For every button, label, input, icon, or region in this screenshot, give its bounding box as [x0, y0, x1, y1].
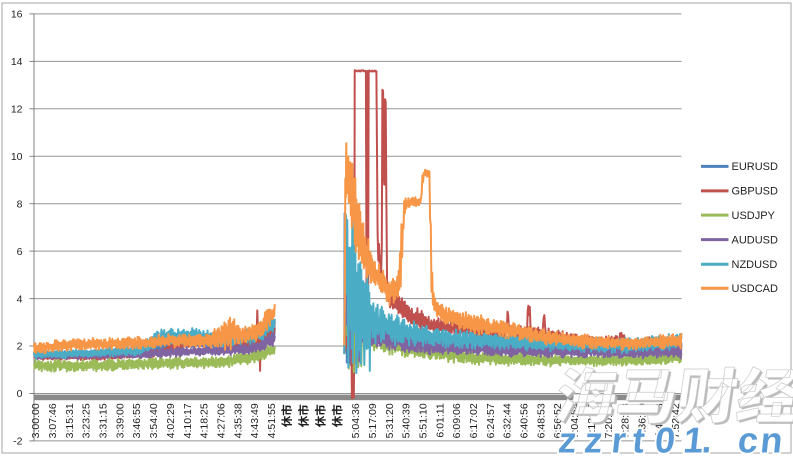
svg-text:6:09:06: 6:09:06: [451, 403, 463, 438]
svg-text:4:10:17: 4:10:17: [182, 403, 194, 438]
svg-text:5:31:20: 5:31:20: [384, 403, 396, 438]
svg-text:4: 4: [17, 293, 23, 305]
svg-text:8: 8: [17, 198, 23, 210]
svg-text:3:00:00: 3:00:00: [30, 403, 42, 438]
svg-text:6:24:57: 6:24:57: [485, 403, 497, 438]
svg-text:14: 14: [11, 56, 23, 68]
svg-text:6:40:56: 6:40:56: [519, 403, 531, 438]
svg-text:USDJPY: USDJPY: [732, 210, 776, 222]
svg-text:r: r: [610, 420, 628, 457]
svg-text:n: n: [759, 420, 785, 457]
svg-text:GBPUSD: GBPUSD: [732, 186, 779, 198]
svg-text:3:54:40: 3:54:40: [148, 403, 160, 438]
svg-text:6:32:44: 6:32:44: [502, 403, 514, 438]
svg-text:3:07:46: 3:07:46: [47, 403, 59, 438]
svg-text:z: z: [557, 420, 579, 457]
svg-text:6:48:53: 6:48:53: [535, 403, 547, 438]
svg-text:-2: -2: [13, 436, 22, 448]
svg-text:AUDUSD: AUDUSD: [732, 234, 779, 246]
svg-text:12: 12: [11, 104, 23, 116]
svg-text:4:02:29: 4:02:29: [165, 403, 177, 438]
svg-text:4:43:49: 4:43:49: [249, 403, 261, 438]
svg-text:0: 0: [653, 420, 677, 457]
svg-text:3:39:00: 3:39:00: [114, 403, 126, 438]
svg-text:4:35:38: 4:35:38: [232, 403, 244, 438]
svg-text:t: t: [631, 420, 647, 457]
svg-text:16: 16: [11, 9, 23, 21]
svg-text:c: c: [736, 420, 760, 457]
svg-text:EURUSD: EURUSD: [732, 161, 779, 173]
svg-text:3:15:31: 3:15:31: [64, 403, 76, 438]
svg-text:10: 10: [11, 151, 23, 163]
svg-text:5:40:39: 5:40:39: [401, 403, 413, 438]
svg-text:6: 6: [17, 246, 23, 258]
svg-text:5:17:09: 5:17:09: [367, 403, 379, 438]
svg-text:0: 0: [17, 388, 23, 400]
svg-text:2: 2: [17, 341, 23, 353]
svg-text:6:01:11: 6:01:11: [434, 403, 446, 437]
svg-text:4:18:25: 4:18:25: [199, 403, 211, 438]
svg-text:7:52:42: 7:52:42: [670, 403, 682, 438]
svg-text:3:46:55: 3:46:55: [131, 403, 143, 438]
svg-text:4:51:55: 4:51:55: [266, 403, 278, 438]
svg-text:5:51:10: 5:51:10: [418, 403, 430, 438]
svg-text:6:17:02: 6:17:02: [468, 403, 480, 438]
svg-text:4:27:06: 4:27:06: [215, 403, 227, 438]
svg-text:z: z: [583, 420, 605, 457]
svg-text:3:31:15: 3:31:15: [98, 403, 110, 438]
svg-text:NZDUSD: NZDUSD: [732, 259, 778, 271]
svg-text:3:23:25: 3:23:25: [81, 403, 93, 438]
svg-text:USDCAD: USDCAD: [732, 283, 779, 295]
svg-text:5:04:36: 5:04:36: [350, 403, 362, 438]
